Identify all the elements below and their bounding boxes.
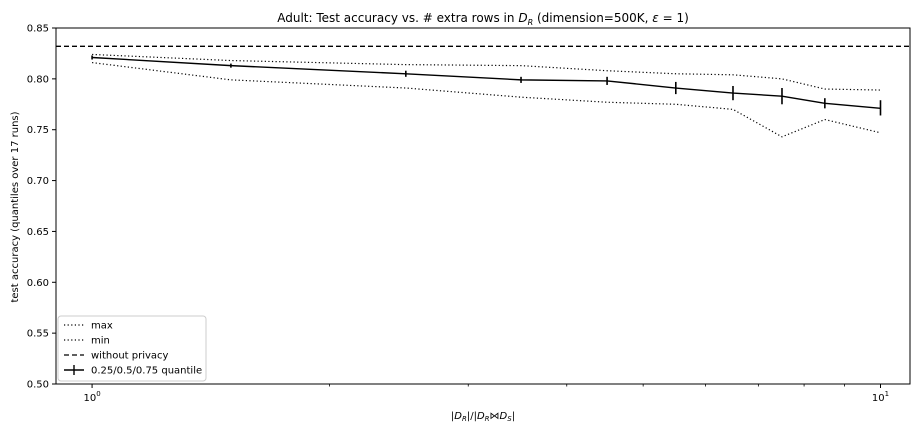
- chart-title: Adult: Test accuracy vs. # extra rows in…: [277, 11, 689, 27]
- x-tick-base: 10: [872, 393, 885, 404]
- xlabel-s1: R: [462, 415, 467, 423]
- x-tick-exponent: 1: [885, 390, 889, 398]
- legend-entry-label: without privacy: [91, 351, 169, 362]
- y-tick-label: 0.50: [27, 380, 49, 391]
- title-epsilon: ε: [652, 11, 659, 25]
- title-suffix: = 1): [659, 11, 689, 25]
- xlabel-join: ⋈: [490, 411, 500, 422]
- series-line-3: [92, 56, 881, 110]
- x-tick-label: 100: [83, 390, 100, 404]
- xlabel-d2: D: [477, 411, 485, 422]
- legend: max min without privacy 0.25/0.5/0.75 quant…: [57, 315, 207, 382]
- title-prefix: Adult: Test accuracy vs. # extra rows in: [277, 11, 518, 25]
- legend-entry-label: 0.25/0.5/0.75 quantile: [91, 366, 202, 377]
- title-middle: (dimension=500K,: [533, 11, 652, 25]
- title-var-subscript: R: [528, 18, 534, 27]
- y-tick-label: 0.60: [27, 278, 49, 289]
- legend-entry-label: min: [91, 336, 110, 347]
- xlabel-s3: S: [507, 415, 512, 423]
- x-tick-exponent: 0: [96, 390, 100, 398]
- xlabel-bar-mid: |/|: [467, 411, 477, 422]
- y-tick-label: 0.85: [27, 24, 49, 35]
- y-tick-label: 0.65: [27, 227, 49, 238]
- legend-box: [57, 315, 207, 382]
- y-tick-label: 0.75: [27, 125, 49, 136]
- xlabel-s2: R: [485, 415, 490, 423]
- y-tick-label: 0.70: [27, 176, 49, 187]
- xlabel-d3: D: [500, 411, 508, 422]
- y-tick-label: 0.55: [27, 329, 49, 340]
- x-axis-label: |DR|/|DR⋈DS|: [451, 411, 515, 423]
- legend-entry-label: max: [91, 321, 113, 332]
- axes-frame: [55, 27, 911, 385]
- xlabel-d1: D: [454, 411, 462, 422]
- y-axis-label: test accuracy (quantiles over 17 runs): [10, 111, 21, 302]
- title-var: D: [518, 11, 527, 25]
- xlabel-bar-open: |: [451, 411, 454, 422]
- y-tick-label: 0.80: [27, 74, 49, 85]
- x-tick-base: 10: [83, 393, 96, 404]
- xlabel-bar-close: |: [512, 411, 515, 422]
- x-tick-label: 101: [872, 390, 889, 404]
- series-line-1: [92, 61, 881, 138]
- plot-area: [56, 45, 910, 138]
